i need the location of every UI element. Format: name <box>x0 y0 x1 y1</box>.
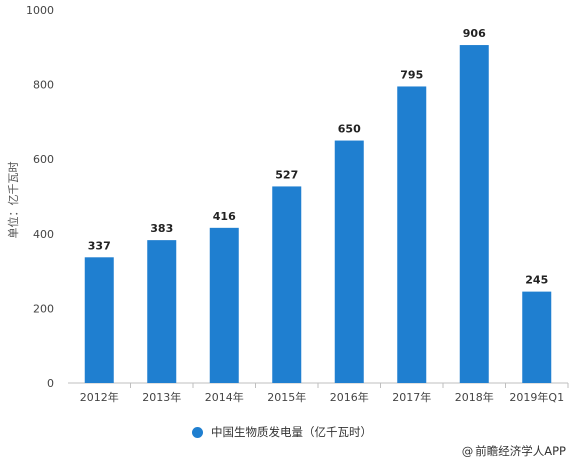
data-label: 527 <box>275 168 298 181</box>
data-label: 383 <box>150 222 173 235</box>
watermark-text: 前瞻经济学人APP <box>475 444 566 458</box>
bar <box>272 186 302 383</box>
data-label: 795 <box>400 68 423 81</box>
y-tick-label: 0 <box>47 377 54 390</box>
y-tick-label: 1000 <box>26 4 54 17</box>
data-label: 650 <box>338 123 361 136</box>
y-axis-label: 单位：亿千瓦时 <box>6 162 20 239</box>
x-tick-label: 2019年Q1 <box>509 390 564 404</box>
x-tick-label: 2017年 <box>392 390 431 404</box>
legend: 中国生物质发电量（亿千瓦时） <box>192 424 372 440</box>
data-label: 245 <box>525 274 548 287</box>
x-tick-label: 2014年 <box>205 390 244 404</box>
bar <box>84 257 114 383</box>
data-label: 337 <box>88 239 111 252</box>
y-axis: 0 200 400 600 800 1000 <box>26 4 54 390</box>
bar <box>459 45 489 383</box>
y-tick-label: 600 <box>33 153 54 166</box>
x-axis: 2012年 2013年 2014年 2015年 2016年 2017年 2018年 2019年… <box>68 382 569 404</box>
y-tick-label: 400 <box>33 228 54 241</box>
x-tick-label: 2015年 <box>267 390 306 404</box>
legend-label: 中国生物质发电量（亿千瓦时） <box>211 425 372 439</box>
watermark: @ 前瞻经济学人APP <box>462 443 566 459</box>
x-tick-label: 2018年 <box>455 390 494 404</box>
bars-group: 337 383 416 527 650 795 906 245 <box>84 27 552 383</box>
watermark-symbol: @ <box>461 444 474 458</box>
y-tick-label: 200 <box>33 302 54 315</box>
x-tick-label: 2016年 <box>330 390 369 404</box>
bar <box>522 291 552 383</box>
y-tick-label: 800 <box>33 79 54 92</box>
x-tick-label: 2013年 <box>142 390 181 404</box>
bar <box>397 86 427 383</box>
data-label: 906 <box>463 27 486 40</box>
data-label: 416 <box>213 210 236 223</box>
x-tick-label: 2012年 <box>80 390 119 404</box>
legend-marker <box>192 426 203 438</box>
bar <box>147 240 177 383</box>
bar <box>334 140 364 383</box>
bar <box>209 227 239 383</box>
